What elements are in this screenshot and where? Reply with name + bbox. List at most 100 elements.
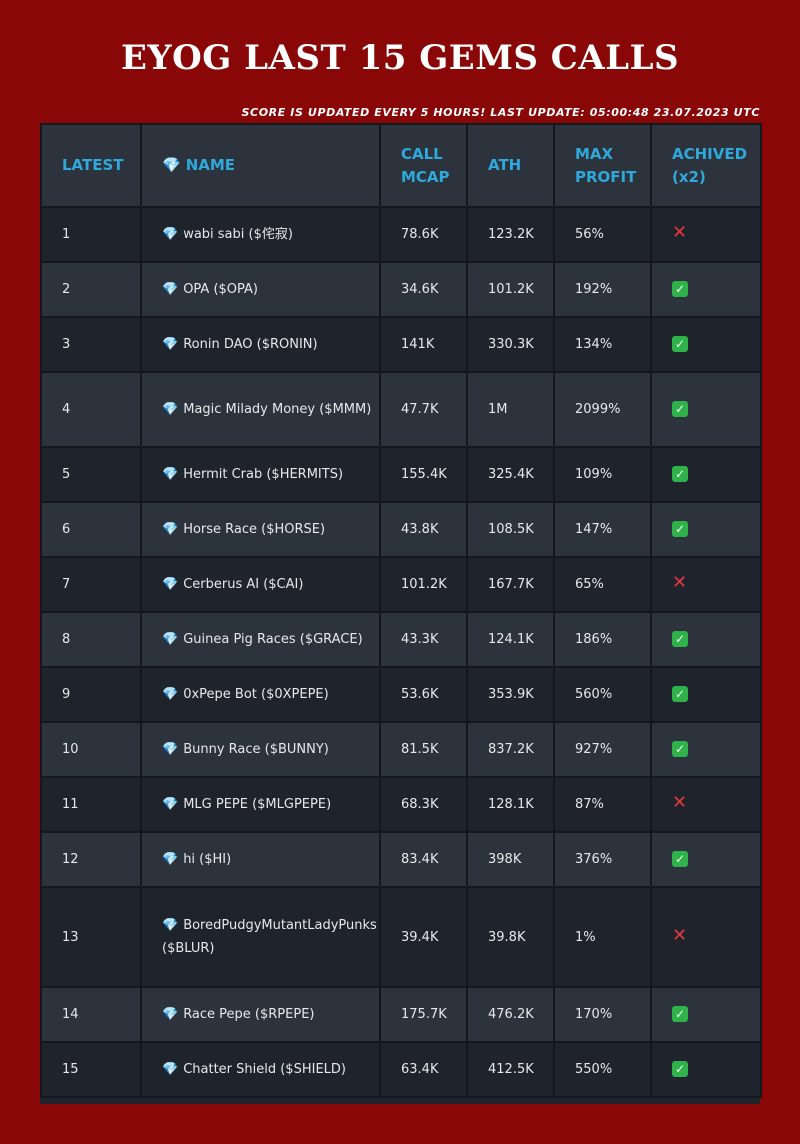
- cell-latest: 1: [41, 207, 141, 262]
- cell-call-mcap: 83.4K: [380, 832, 467, 887]
- cell-latest: 13: [41, 887, 141, 987]
- table-row[interactable]: 4 💎 Magic Milady Money ($MMM) 47.7K 1M 2099% ✓: [41, 372, 761, 447]
- table-row[interactable]: 7 💎 Cerberus AI ($CAI) 101.2K 167.7K 65% ✕: [41, 557, 761, 612]
- cell-max-profit: 1%: [554, 887, 651, 987]
- cell-name: 💎 Race Pepe ($RPEPE): [141, 987, 380, 1042]
- cell-achived: ✕: [651, 777, 761, 832]
- cell-latest: 10: [41, 722, 141, 777]
- check-icon: ✓: [672, 336, 688, 352]
- gem-icon: 💎: [162, 848, 178, 871]
- table-row[interactable]: 11 💎 MLG PEPE ($MLGPEPE) 68.3K 128.1K 87% ✕: [41, 777, 761, 832]
- cell-call-mcap: 175.7K: [380, 987, 467, 1042]
- cell-max-profit: 560%: [554, 667, 651, 722]
- cell-achived: ✓: [651, 667, 761, 722]
- cell-latest: 15: [41, 1042, 141, 1097]
- check-icon: ✓: [672, 401, 688, 417]
- cell-ath: 837.2K: [467, 722, 554, 777]
- col-header-latest[interactable]: LATEST: [41, 124, 141, 207]
- coin-name: MLG PEPE ($MLGPEPE): [183, 797, 331, 812]
- cell-name: 💎 Bunny Race ($BUNNY): [141, 722, 380, 777]
- coin-name: Hermit Crab ($HERMITS): [183, 467, 343, 482]
- gem-icon: 💎: [162, 793, 178, 816]
- coin-name: Magic Milady Money ($MMM): [183, 402, 371, 417]
- cell-ath: 124.1K: [467, 612, 554, 667]
- cell-call-mcap: 155.4K: [380, 447, 467, 502]
- cell-latest: 14: [41, 987, 141, 1042]
- col-header-ath[interactable]: ATH: [467, 124, 554, 207]
- check-icon: ✓: [672, 466, 688, 482]
- cell-name: 💎 Ronin DAO ($RONIN): [141, 317, 380, 372]
- cell-ath: 476.2K: [467, 987, 554, 1042]
- check-icon: ✓: [672, 1061, 688, 1077]
- coin-name: BoredPudgyMutantLadyPunks ($BLUR): [162, 918, 377, 956]
- table-row[interactable]: 9 💎 0xPepe Bot ($0XPEPE) 53.6K 353.9K 560% ✓: [41, 667, 761, 722]
- coin-name: 0xPepe Bot ($0XPEPE): [183, 687, 329, 702]
- cell-name: 💎 Horse Race ($HORSE): [141, 502, 380, 557]
- table-row[interactable]: 3 💎 Ronin DAO ($RONIN) 141K 330.3K 134% ✓: [41, 317, 761, 372]
- table-row[interactable]: 12 💎 hi ($HI) 83.4K 398K 376% ✓: [41, 832, 761, 887]
- cell-call-mcap: 53.6K: [380, 667, 467, 722]
- cell-ath: 39.8K: [467, 887, 554, 987]
- coin-name: OPA ($OPA): [183, 282, 258, 297]
- cell-call-mcap: 78.6K: [380, 207, 467, 262]
- cell-achived: ✕: [651, 207, 761, 262]
- cell-name: 💎 OPA ($OPA): [141, 262, 380, 317]
- cell-latest: 3: [41, 317, 141, 372]
- cell-max-profit: 186%: [554, 612, 651, 667]
- cell-call-mcap: 47.7K: [380, 372, 467, 447]
- cell-ath: 167.7K: [467, 557, 554, 612]
- cell-achived: ✓: [651, 447, 761, 502]
- cell-max-profit: 87%: [554, 777, 651, 832]
- table-row[interactable]: 6 💎 Horse Race ($HORSE) 43.8K 108.5K 147% ✓: [41, 502, 761, 557]
- cell-max-profit: 56%: [554, 207, 651, 262]
- cell-ath: 412.5K: [467, 1042, 554, 1097]
- cell-ath: 108.5K: [467, 502, 554, 557]
- cell-name: 💎 Chatter Shield ($SHIELD): [141, 1042, 380, 1097]
- col-header-max-profit[interactable]: MAX PROFIT: [554, 124, 651, 207]
- col-header-achived[interactable]: ACHIVED (x2): [651, 124, 761, 207]
- col-header-name[interactable]: 💎 NAME: [141, 124, 380, 207]
- table-row[interactable]: 1 💎 wabi sabi ($侘寂) 78.6K 123.2K 56% ✕: [41, 207, 761, 262]
- check-icon: ✓: [672, 631, 688, 647]
- table-row[interactable]: 14 💎 Race Pepe ($RPEPE) 175.7K 476.2K 170% ✓: [41, 987, 761, 1042]
- cell-ath: 325.4K: [467, 447, 554, 502]
- cell-latest: 6: [41, 502, 141, 557]
- cell-max-profit: 376%: [554, 832, 651, 887]
- cell-call-mcap: 101.2K: [380, 557, 467, 612]
- cell-achived: ✓: [651, 317, 761, 372]
- col-header-call-mcap[interactable]: CALL MCAP: [380, 124, 467, 207]
- cell-max-profit: 550%: [554, 1042, 651, 1097]
- table-row[interactable]: 10 💎 Bunny Race ($BUNNY) 81.5K 837.2K 927% ✓: [41, 722, 761, 777]
- check-icon: ✓: [672, 851, 688, 867]
- check-icon: ✓: [672, 686, 688, 702]
- check-icon: ✓: [672, 1006, 688, 1022]
- page-title: EYOG LAST 15 GEMS CALLS: [0, 38, 800, 78]
- gem-icon: 💎: [162, 278, 178, 301]
- update-notice: SCORE IS UPDATED EVERY 5 HOURS! LAST UPD…: [242, 106, 760, 119]
- cell-call-mcap: 81.5K: [380, 722, 467, 777]
- table-row[interactable]: 8 💎 Guinea Pig Races ($GRACE) 43.3K 124.1K 18…: [41, 612, 761, 667]
- gem-icon: 💎: [162, 1058, 178, 1081]
- cell-latest: 9: [41, 667, 141, 722]
- cross-icon: ✕: [672, 225, 687, 241]
- check-icon: ✓: [672, 281, 688, 297]
- gem-icon: 💎: [162, 1003, 178, 1026]
- cell-max-profit: 109%: [554, 447, 651, 502]
- gem-icon: 💎: [162, 573, 178, 596]
- cross-icon: ✕: [672, 575, 687, 591]
- check-icon: ✓: [672, 741, 688, 757]
- gem-icon: 💎: [162, 518, 178, 541]
- table-row[interactable]: 2 💎 OPA ($OPA) 34.6K 101.2K 192% ✓: [41, 262, 761, 317]
- cell-ath: 128.1K: [467, 777, 554, 832]
- cell-latest: 5: [41, 447, 141, 502]
- cell-achived: ✕: [651, 887, 761, 987]
- cell-call-mcap: 43.8K: [380, 502, 467, 557]
- gem-icon: 💎: [162, 154, 181, 177]
- table-row[interactable]: 15 💎 Chatter Shield ($SHIELD) 63.4K 412.5K 55…: [41, 1042, 761, 1097]
- cell-latest: 8: [41, 612, 141, 667]
- table-row[interactable]: 5 💎 Hermit Crab ($HERMITS) 155.4K 325.4K 109%…: [41, 447, 761, 502]
- cell-achived: ✓: [651, 1042, 761, 1097]
- cell-name: 💎 Cerberus AI ($CAI): [141, 557, 380, 612]
- table-row[interactable]: 13 💎 BoredPudgyMutantLadyPunks ($BLUR) 39.4…: [41, 887, 761, 987]
- cell-ath: 123.2K: [467, 207, 554, 262]
